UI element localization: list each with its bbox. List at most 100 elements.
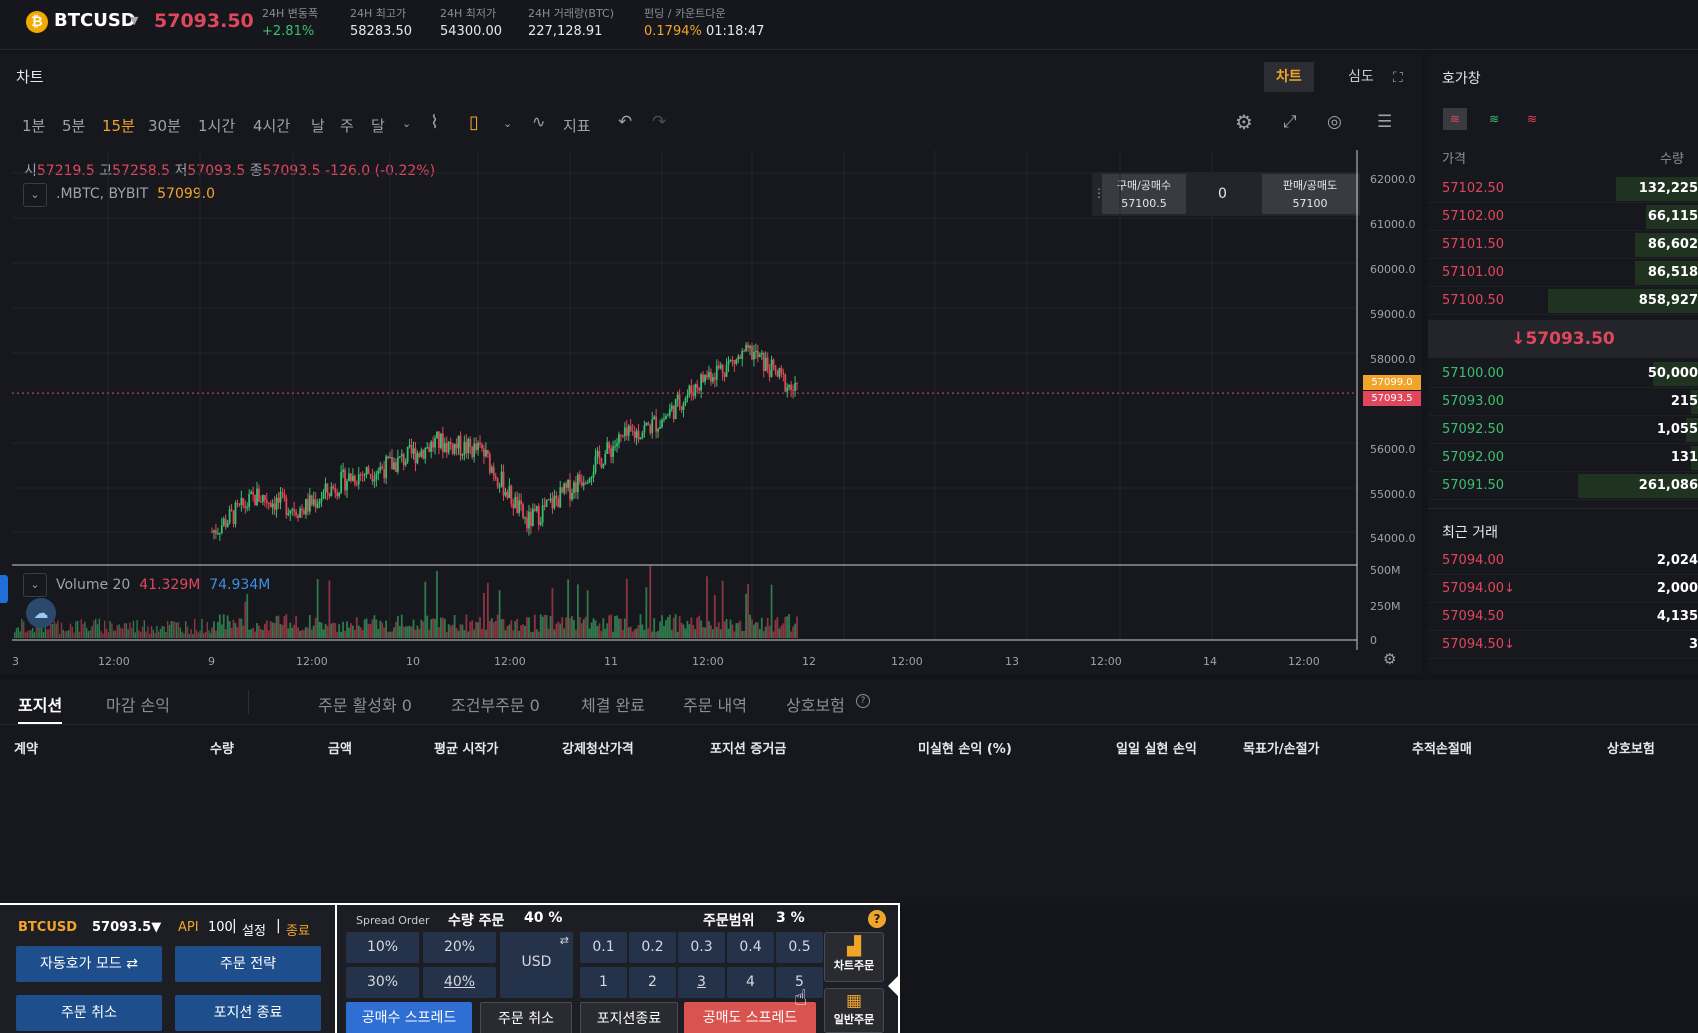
short-spread-button[interactable]: 공매도 스프레드 (684, 1002, 816, 1033)
ask-row[interactable]: 57100.50 858,927 (1428, 287, 1698, 315)
volume-bar (762, 631, 765, 638)
quick-trade-qty[interactable]: 0 (1218, 186, 1227, 202)
redo-icon[interactable]: ↷ (652, 112, 667, 132)
step-3-button[interactable]: 3 (678, 967, 725, 998)
axis-settings-icon[interactable]: ⚙ (1383, 650, 1397, 668)
pct-30-button[interactable]: 30% (346, 967, 419, 998)
auto-mode-button[interactable]: 자동호가 모드 ⇄ (16, 946, 162, 982)
bid-row[interactable]: 57091.50 261,086 (1428, 472, 1698, 500)
settings-list-icon[interactable]: ☰ (1377, 112, 1393, 132)
price-chart[interactable] (12, 150, 1364, 650)
volume-bar (596, 626, 599, 638)
candle-body (684, 398, 687, 404)
candle-body (596, 450, 599, 457)
timeframe-4h[interactable]: 4시간 (253, 117, 291, 135)
cloud-icon[interactable]: ☁ (26, 598, 56, 628)
volume-bar (179, 627, 181, 638)
pct-20-button[interactable]: 20% (423, 932, 496, 963)
expand-icon[interactable]: ⛶ (1393, 70, 1403, 86)
timeframe-1m[interactable]: 1분 (22, 117, 46, 135)
close-position-button[interactable]: 포지션 종료 (175, 995, 321, 1031)
ask-row[interactable]: 57101.50 86,602 (1428, 231, 1698, 259)
collapse-arrow-icon[interactable] (888, 976, 898, 996)
collapse-chevron-icon[interactable]: ⌄ (23, 183, 47, 207)
timeframe-1h[interactable]: 1시간 (198, 117, 236, 135)
quick-buy-button[interactable]: 구매/공매수 57100.5 (1102, 174, 1186, 214)
quick-sell-button[interactable]: 판매/공매도 57100 (1262, 174, 1358, 214)
panel-toggle-handle[interactable] (0, 575, 8, 603)
trade-row[interactable]: 57094.00↓ 2,000 (1428, 575, 1698, 603)
tab-depth[interactable]: 심도 (1348, 69, 1374, 85)
trade-row[interactable]: 57094.50 4,135 (1428, 603, 1698, 631)
symbol-selector[interactable]: BTCUSD (54, 10, 136, 31)
pct-10-button[interactable]: 10% (346, 932, 419, 963)
tab-filled[interactable]: 체결 완료 (581, 696, 645, 715)
help-icon[interactable]: ? (868, 910, 886, 928)
close-position-button-2[interactable]: 포지션종료 (580, 1002, 678, 1033)
ask-row[interactable]: 57101.00 86,518 (1428, 259, 1698, 287)
tab-conditional-orders[interactable]: 조건부주문 0 (451, 696, 540, 715)
step-0.3-button[interactable]: 0.3 (678, 932, 725, 963)
chevron-down-icon[interactable]: ⌄ (503, 117, 513, 130)
tab-active-orders[interactable]: 주문 활성화 0 (318, 696, 412, 715)
normal-order-button[interactable]: ▦ 일반주문 (824, 988, 884, 1033)
candle-body (608, 442, 611, 449)
trade-row[interactable]: 57094.00 2,024 (1428, 547, 1698, 575)
undo-icon[interactable]: ↶ (618, 112, 633, 132)
bid-row[interactable]: 57100.00 50,000 (1428, 360, 1698, 388)
volume-bar (163, 626, 165, 638)
line-chart-icon[interactable]: ⌇ (430, 112, 439, 133)
step-0.2-button[interactable]: 0.2 (629, 932, 676, 963)
ask-row[interactable]: 57102.00 66,115 (1428, 203, 1698, 231)
collapse-chevron-icon[interactable]: ⌄ (23, 573, 47, 597)
timeframe-month[interactable]: 달 (371, 117, 385, 135)
orderbook-asks-icon[interactable]: ≋ (1526, 112, 1538, 126)
bid-row[interactable]: 57092.00 131 (1428, 444, 1698, 472)
settings-link[interactable]: 설정 (242, 924, 266, 939)
ask-row[interactable]: 57102.50 132,225 (1428, 175, 1698, 203)
step-0.1-button[interactable]: 0.1 (580, 932, 627, 963)
volume-bar (434, 618, 436, 638)
fullscreen-icon[interactable]: ⤢ (1283, 112, 1297, 132)
step-0.4-button[interactable]: 0.4 (727, 932, 774, 963)
info-icon[interactable]: ? (856, 694, 870, 708)
orderbook-both-icon[interactable]: ≋ (1443, 108, 1467, 130)
chart-order-button[interactable]: ▟ 차트주문 (824, 932, 884, 982)
long-spread-button[interactable]: 공매수 스프레드 (346, 1002, 472, 1033)
timeframe-week[interactable]: 주 (340, 117, 354, 135)
unit-toggle-button[interactable]: ⇄ USD (500, 932, 573, 998)
timeframe-day[interactable]: 날 (311, 117, 325, 135)
chevron-down-icon[interactable]: ⌄ (402, 117, 412, 130)
indicator-button[interactable]: 지표 (563, 117, 591, 135)
volume-bar (438, 626, 440, 638)
indicator-icon[interactable]: ∿ (532, 112, 546, 131)
timeframe-5m[interactable]: 5분 (62, 117, 86, 135)
cancel-order-button-2[interactable]: 주문 취소 (480, 1002, 572, 1033)
step-0.5-button[interactable]: 0.5 (776, 932, 823, 963)
gear-icon[interactable]: ⚙ (1235, 110, 1253, 134)
step-2-button[interactable]: 2 (629, 967, 676, 998)
step-4-button[interactable]: 4 (727, 967, 774, 998)
chevron-down-icon[interactable]: ▼ (130, 14, 139, 27)
pct-40-button[interactable]: 40% (423, 967, 496, 998)
step-5-button[interactable]: 5 (776, 967, 823, 998)
volume-bar (53, 620, 55, 638)
tab-positions[interactable]: 포지션 (18, 692, 63, 724)
timeframe-15m[interactable]: 15분 (102, 117, 135, 135)
tab-chart[interactable]: 차트 (1264, 62, 1314, 92)
camera-icon[interactable]: ◎ (1327, 112, 1342, 132)
trade-row[interactable]: 57094.50↓ 3 (1428, 631, 1698, 659)
tab-insurance[interactable]: 상호보험 (786, 696, 845, 715)
tab-closed-pnl[interactable]: 마감 손익 (106, 696, 170, 715)
cancel-order-button[interactable]: 주문 취소 (16, 995, 162, 1031)
volume-bar (367, 623, 370, 638)
bid-row[interactable]: 57093.00 215 (1428, 388, 1698, 416)
step-1-button[interactable]: 1 (580, 967, 627, 998)
candlestick-icon[interactable]: ▯ (469, 112, 479, 133)
exit-link[interactable]: 종료 (286, 924, 310, 939)
bid-row[interactable]: 57092.50 1,055 (1428, 416, 1698, 444)
timeframe-30m[interactable]: 30분 (148, 117, 181, 135)
tab-order-history[interactable]: 주문 내역 (683, 696, 747, 715)
order-strategy-button[interactable]: 주문 전략 (175, 946, 321, 982)
orderbook-bids-icon[interactable]: ≋ (1488, 112, 1500, 126)
